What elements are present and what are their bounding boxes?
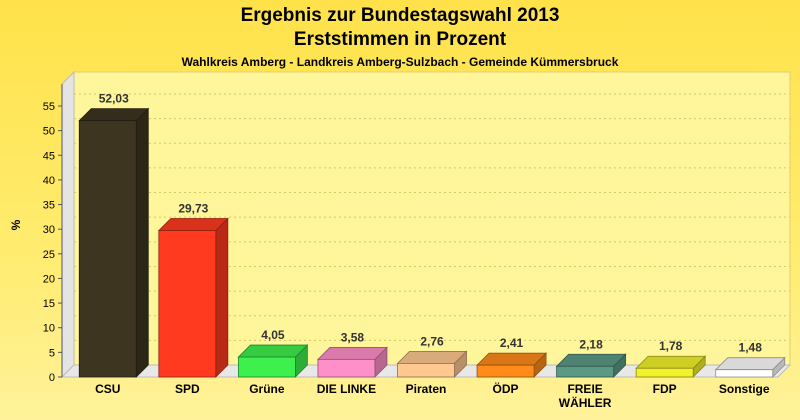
bar-front	[158, 230, 217, 378]
bar-front	[715, 369, 774, 378]
chart-title-line2: Erststimmen in Prozent	[293, 29, 507, 50]
data-label: 52,03	[99, 92, 129, 106]
y-tick-label: 55	[43, 101, 55, 113]
y-tick-label: 20	[43, 273, 55, 285]
x-tick-label: CSU	[95, 382, 120, 396]
bar-front	[556, 365, 615, 378]
x-tick-label: ÖDP	[493, 381, 519, 396]
bar-front	[78, 120, 137, 378]
bar: 4,05	[237, 328, 309, 378]
bar-top	[476, 352, 548, 366]
bar-top	[78, 108, 150, 122]
bar: 1,48	[714, 341, 786, 378]
x-tick-label: FREIE	[567, 382, 602, 396]
bar-front	[476, 364, 535, 378]
y-tick-label: 0	[49, 372, 55, 384]
x-tick-label: Grüne	[249, 382, 285, 396]
bar: 29,73	[157, 202, 229, 378]
bar: 2,76	[396, 334, 468, 378]
x-tick-label: WÄHLER	[559, 395, 612, 410]
bar-front	[635, 367, 694, 378]
bar-side	[135, 107, 149, 378]
x-tick-label: SPD	[175, 382, 200, 396]
bar: 1,78	[635, 339, 707, 378]
data-label: 1,78	[659, 339, 683, 353]
bar: 52,03	[78, 92, 150, 378]
y-tick-label: 40	[43, 175, 55, 187]
chart-title-block: Ergebnis zur Bundestagswahl 2013 Erststi…	[0, 4, 800, 70]
bar-top	[635, 355, 707, 369]
bar-top	[157, 218, 229, 231]
bars: 52,03 29,73 4,05 3,58 2,76 2,41 2,18 1,78 1,48	[78, 92, 786, 378]
gridlines	[74, 93, 790, 341]
y-axis: 0 5 10 15 20 25 30 35 40 45 50 55	[43, 84, 63, 384]
x-tick-label: FDP	[653, 382, 677, 396]
data-label: 2,18	[579, 337, 603, 351]
bar: 2,18	[555, 337, 627, 378]
bar-front	[397, 363, 455, 378]
bar-top	[714, 357, 786, 371]
bar-side	[215, 217, 229, 378]
x-tick-label: Sonstige	[719, 382, 770, 396]
bar-top	[316, 346, 388, 360]
bar-top	[396, 351, 468, 364]
chart-subtitle: Wahlkreis Amberg - Landkreis Amberg-Sulz…	[181, 55, 619, 69]
y-tick-label: 45	[43, 150, 55, 162]
bar-front	[317, 358, 376, 378]
bar-top	[555, 353, 627, 367]
y-tick-label: 5	[49, 347, 55, 359]
chart-title: Ergebnis zur Bundestagswahl 2013	[240, 5, 560, 26]
bar-top	[237, 344, 309, 358]
data-label: 3,58	[341, 330, 365, 344]
plot-side-wall	[61, 70, 75, 379]
y-tick-label: 25	[43, 249, 55, 261]
y-tick-label: 15	[43, 298, 55, 310]
y-axis-label: %	[9, 219, 23, 230]
x-tick-label: DIE LINKE	[317, 382, 376, 396]
x-tick-label: Piraten	[406, 382, 447, 396]
y-tick-label: 50	[43, 126, 55, 138]
y-tick-label: 30	[43, 224, 55, 236]
bar: 3,58	[316, 330, 388, 378]
bar-front	[237, 356, 296, 378]
bar: 2,41	[476, 336, 548, 378]
data-label: 29,73	[178, 202, 208, 216]
x-axis-labels: CSU SPD Grüne DIE LINKE Piraten ÖDP FREIEWÄHLE…	[95, 381, 770, 410]
data-label: 2,76	[420, 334, 444, 348]
data-label: 2,41	[500, 336, 524, 350]
data-label: 4,05	[261, 328, 285, 342]
y-tick-label: 35	[43, 200, 55, 212]
data-label: 1,48	[739, 341, 763, 355]
y-tick-label: 10	[43, 323, 55, 335]
